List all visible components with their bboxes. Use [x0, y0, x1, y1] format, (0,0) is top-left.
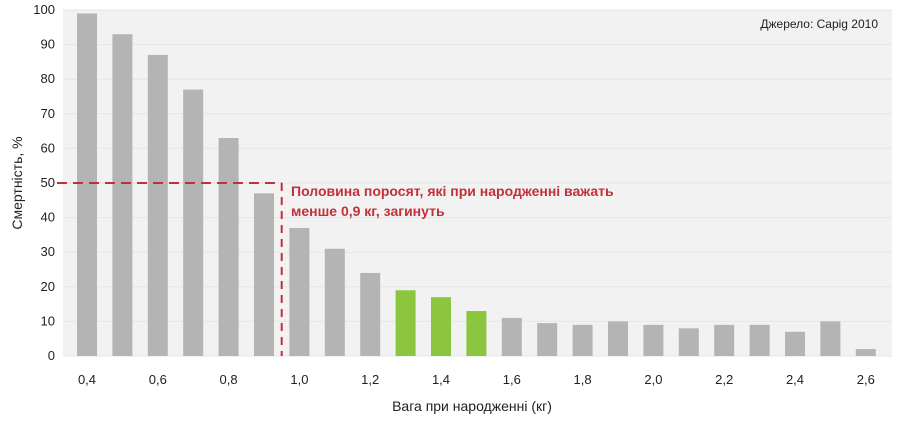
- y-tick-label: 60: [41, 140, 55, 155]
- bar-1-6: [501, 317, 522, 356]
- bar-1-3: [395, 290, 416, 356]
- bar-2-1: [678, 328, 699, 356]
- x-tick-label: 1,2: [361, 372, 379, 387]
- source-note: Джерело: Capig 2010: [760, 17, 878, 31]
- x-tick-label: 1,6: [503, 372, 521, 387]
- y-axis-ticks: 0 10 20 30 40 50 60 70 80 90 100: [33, 2, 55, 363]
- annotation-text-line2: менше 0,9 кг, загинуть: [291, 203, 445, 219]
- x-axis-title: Вага при народженні (кг): [392, 398, 552, 414]
- y-tick-label: 40: [41, 210, 55, 225]
- x-tick-label: 0,8: [220, 372, 238, 387]
- bar-0-7: [183, 89, 204, 356]
- x-tick-label: 2,0: [644, 372, 662, 387]
- x-axis-ticks: 0,4 0,6 0,8 1,0 1,2 1,4 1,6 1,8 2,0 2,2 2,4 2,6: [78, 372, 875, 387]
- y-tick-label: 90: [41, 37, 55, 52]
- bars: [77, 13, 876, 357]
- x-tick-label: 2,6: [857, 372, 875, 387]
- bar-1-5: [466, 311, 487, 356]
- x-tick-label: 0,6: [149, 372, 167, 387]
- bar-1-0: [289, 227, 310, 356]
- y-tick-label: 100: [33, 2, 55, 17]
- bar-1-9: [608, 321, 628, 356]
- bar-2-2: [714, 324, 735, 356]
- x-tick-label: 1,4: [432, 372, 450, 387]
- y-tick-label: 70: [41, 106, 55, 121]
- x-tick-label: 1,8: [574, 372, 592, 387]
- y-tick-label: 50: [41, 175, 55, 190]
- x-tick-label: 0,4: [78, 372, 96, 387]
- bar-2-0: [643, 324, 664, 356]
- bar-0-9: [254, 193, 274, 356]
- bar-0-6: [147, 54, 168, 356]
- bar-1-8: [572, 324, 593, 356]
- bar-2-3: [749, 324, 770, 356]
- bar-1-4: [431, 297, 451, 356]
- y-tick-label: 20: [41, 279, 55, 294]
- bar-1-7: [537, 323, 558, 356]
- annotation-group: Половина поросят, які при народженні важ…: [57, 182, 614, 356]
- x-tick-label: 1,0: [290, 372, 308, 387]
- y-tick-label: 80: [41, 71, 55, 86]
- bar-0-4: [77, 13, 97, 357]
- x-tick-label: 2,4: [786, 372, 804, 387]
- y-axis-title: Смертність, %: [9, 136, 25, 229]
- bar-0-8: [218, 138, 239, 356]
- y-tick-label: 10: [41, 313, 55, 328]
- bar-2-6: [855, 349, 876, 356]
- y-tick-label: 0: [48, 348, 55, 363]
- bar-2-4: [785, 331, 805, 356]
- bar-1-2: [360, 272, 381, 356]
- y-tick-label: 30: [41, 244, 55, 259]
- bar-0-5: [112, 34, 133, 356]
- annotation-text-line1: Половина поросят, які при народженні важ…: [291, 183, 614, 199]
- bar-2-5: [820, 321, 841, 356]
- bar-1-1: [324, 248, 345, 356]
- x-tick-label: 2,2: [715, 372, 733, 387]
